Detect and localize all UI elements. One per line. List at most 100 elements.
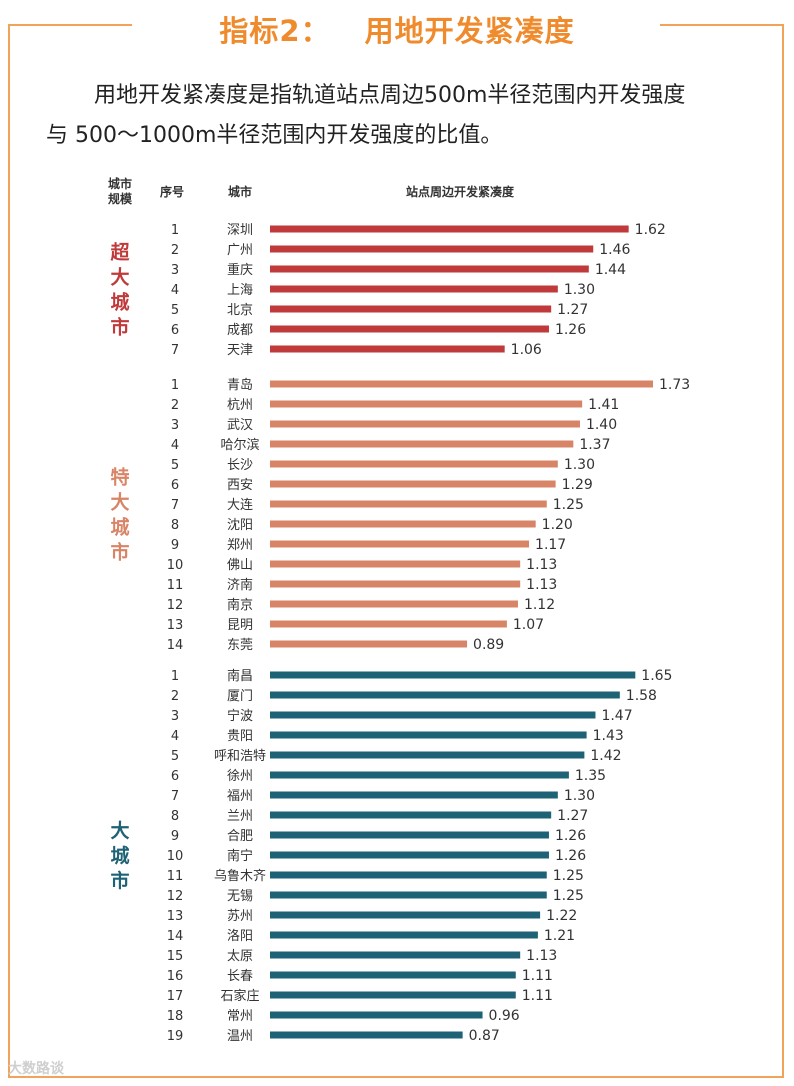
bar <box>270 771 569 779</box>
city-label: 广州 <box>227 243 253 258</box>
group-label-char: 城 <box>110 291 129 314</box>
column-header-city: 城市 <box>227 185 252 199</box>
bar <box>270 1031 463 1039</box>
bar <box>270 811 552 819</box>
city-label: 呼和浩特 <box>214 749 266 764</box>
city-label: 南京 <box>227 597 253 613</box>
city-label: 洛阳 <box>227 929 253 944</box>
watermark: 大数路谈 <box>8 1061 64 1077</box>
bar <box>270 325 549 333</box>
bar-value-label: 1.25 <box>553 888 584 904</box>
city-label: 南昌 <box>227 668 253 684</box>
bar-value-label: 1.35 <box>575 768 606 784</box>
bar <box>270 400 583 408</box>
city-label: 东莞 <box>227 638 253 653</box>
bar <box>270 620 507 628</box>
frame-top-right-line <box>660 24 784 26</box>
bar-value-label: 1.30 <box>564 457 595 473</box>
bar-value-label: 1.12 <box>524 597 555 613</box>
group-label-char: 大 <box>110 266 129 289</box>
bar <box>270 751 585 759</box>
bar <box>270 791 558 799</box>
bar-value-label: 1.27 <box>557 808 588 824</box>
bar-value-label: 1.42 <box>590 748 621 764</box>
rank-label: 13 <box>167 909 184 924</box>
bar <box>270 265 589 273</box>
bar <box>270 345 505 353</box>
bar-value-label: 1.25 <box>553 868 584 884</box>
city-label: 郑州 <box>227 538 253 553</box>
bar-value-label: 1.26 <box>555 322 586 338</box>
column-header-scale-line2: 规模 <box>107 192 132 206</box>
bar <box>270 420 580 428</box>
rank-label: 2 <box>171 243 179 258</box>
bar <box>270 245 594 253</box>
rank-label: 11 <box>167 869 184 884</box>
rank-label: 3 <box>171 709 179 724</box>
city-label: 杭州 <box>227 398 253 413</box>
city-label: 长春 <box>227 969 253 984</box>
rank-label: 15 <box>167 949 184 964</box>
intro-paragraph: 用地开发紧凑度是指轨道站点周边500m半径范围内开发强度 与 500～1000m… <box>46 76 766 156</box>
bar <box>270 671 636 679</box>
city-label: 哈尔滨 <box>220 437 259 453</box>
rank-label: 2 <box>171 689 179 704</box>
rank-label: 4 <box>171 283 179 298</box>
bar-value-label: 1.40 <box>586 417 617 433</box>
bar-value-label: 1.26 <box>555 848 586 864</box>
bar-value-label: 1.22 <box>546 908 577 924</box>
rank-label: 18 <box>167 1009 184 1024</box>
rank-label: 14 <box>167 638 184 653</box>
bar <box>270 285 558 293</box>
bar <box>270 460 558 468</box>
bar-value-label: 1.37 <box>579 437 610 453</box>
bar-value-label: 1.11 <box>522 988 553 1004</box>
group-label-char: 超 <box>109 241 130 264</box>
bar <box>270 480 556 488</box>
city-label: 成都 <box>227 323 253 338</box>
bar-value-label: 1.13 <box>526 557 557 573</box>
bar <box>270 731 587 739</box>
bar-value-label: 1.07 <box>513 617 544 633</box>
rank-label: 6 <box>171 478 179 493</box>
city-label: 兰州 <box>227 809 253 824</box>
bar-value-label: 1.46 <box>599 242 630 258</box>
rank-label: 1 <box>171 223 179 238</box>
bar <box>270 560 521 568</box>
city-label: 徐州 <box>227 769 253 784</box>
bar <box>270 951 521 959</box>
group-label-char: 城 <box>110 516 129 539</box>
rank-label: 17 <box>167 989 184 1004</box>
group-label-char: 大 <box>110 819 129 842</box>
bar-value-label: 1.17 <box>535 537 566 553</box>
city-label: 沈阳 <box>227 518 253 533</box>
rank-label: 2 <box>171 398 179 413</box>
bar <box>270 600 518 608</box>
city-label: 合肥 <box>227 829 253 844</box>
city-label: 上海 <box>227 283 253 298</box>
city-label: 太原 <box>227 949 253 964</box>
group-label-char: 市 <box>110 541 129 564</box>
group-label-char: 大 <box>110 491 129 514</box>
bar <box>270 991 516 999</box>
bar <box>270 891 547 899</box>
bar-value-label: 1.29 <box>562 477 593 493</box>
city-label: 长沙 <box>227 458 253 473</box>
bar-value-label: 1.06 <box>511 342 542 358</box>
city-label: 温州 <box>227 1029 253 1044</box>
rank-label: 7 <box>171 498 179 513</box>
bar <box>270 580 521 588</box>
bar-value-label: 1.21 <box>544 928 575 944</box>
bar-value-label: 1.30 <box>564 788 595 804</box>
rank-label: 10 <box>167 849 184 864</box>
bar <box>270 831 549 839</box>
city-label: 苏州 <box>227 908 253 924</box>
bar-value-label: 1.43 <box>593 728 624 744</box>
bar <box>270 380 654 388</box>
bar <box>270 871 547 879</box>
title-prefix: 指标2： <box>219 14 331 48</box>
column-header-rank: 序号 <box>159 185 184 199</box>
city-label: 北京 <box>227 303 253 318</box>
column-header-scale: 城市 规模 <box>98 177 142 207</box>
